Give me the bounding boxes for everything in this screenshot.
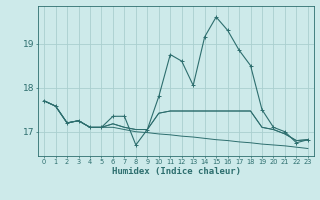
X-axis label: Humidex (Indice chaleur): Humidex (Indice chaleur) (111, 167, 241, 176)
